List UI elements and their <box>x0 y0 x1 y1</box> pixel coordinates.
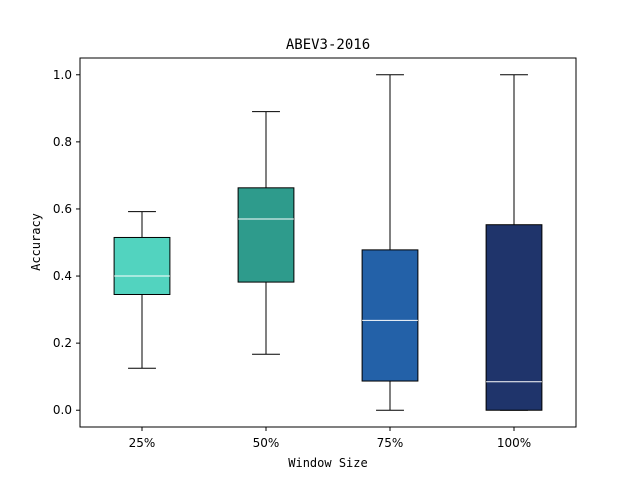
chart-title: ABEV3-2016 <box>286 37 370 53</box>
x-tick-label: 100% <box>497 436 531 450</box>
x-tick-label: 50% <box>253 436 280 450</box>
box <box>361 249 419 382</box>
y-tick-label: 0.6 <box>53 202 72 216</box>
box-group <box>237 111 295 355</box>
y-axis-label: Accuracy <box>29 213 43 271</box>
y-tick-label: 0.2 <box>53 336 72 350</box>
x-tick-label: 75% <box>377 436 404 450</box>
y-axis: 0.0 0.2 0.4 0.6 0.8 1.0 <box>53 68 80 417</box>
x-axis-label: Window Size <box>288 456 367 470</box>
box <box>237 187 295 283</box>
box-group <box>113 211 171 369</box>
plot-frame <box>79 57 577 428</box>
x-tick-label: 25% <box>129 436 156 450</box>
box-group <box>361 74 419 411</box>
chart-marks <box>113 74 543 411</box>
box-group <box>485 74 543 411</box>
box <box>485 224 543 411</box>
x-axis: 25% 50% 75% 100% <box>129 427 531 450</box>
y-tick-label: 0.4 <box>53 269 72 283</box>
y-tick-label: 0.0 <box>53 403 72 417</box>
y-tick-label: 1.0 <box>53 68 72 82</box>
box <box>113 236 171 295</box>
y-tick-label: 0.8 <box>53 135 72 149</box>
